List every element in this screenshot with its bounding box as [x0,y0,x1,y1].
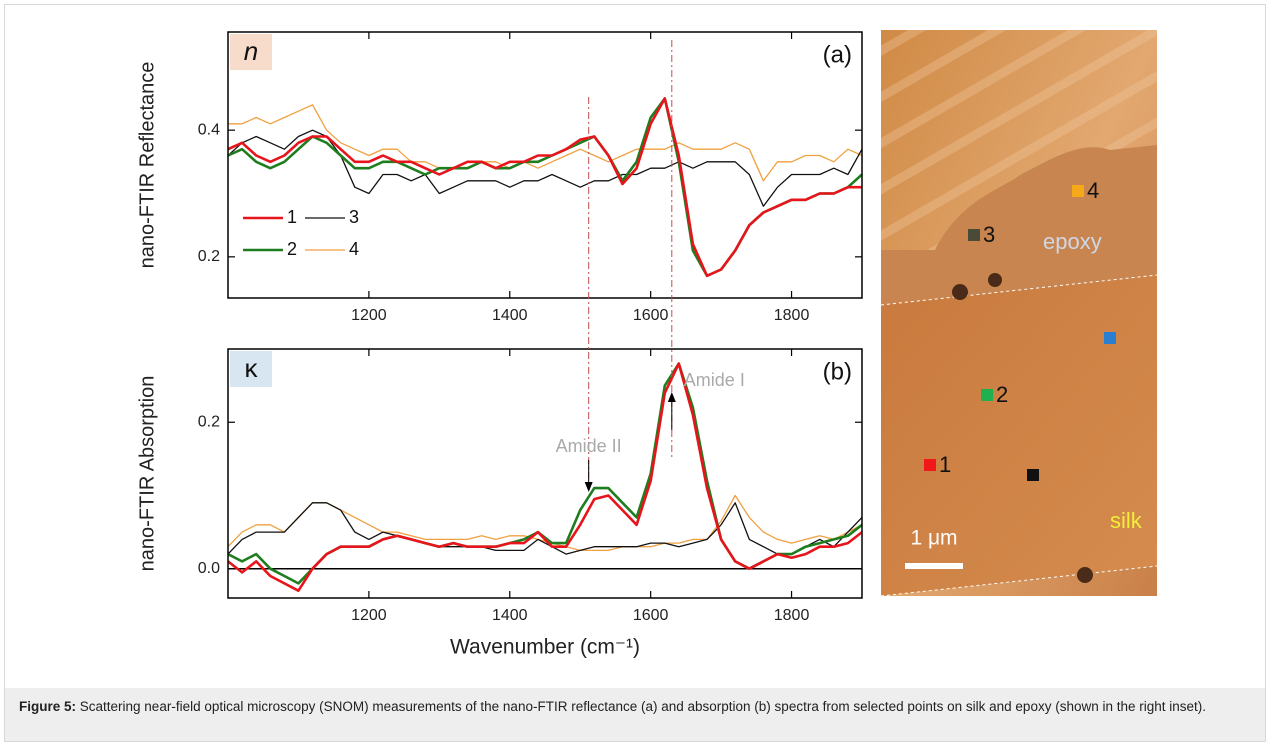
series-line [228,104,862,182]
point-label: 2 [996,382,1008,407]
arrow-head [584,482,593,492]
panel-label: (b) [823,358,852,385]
plot-frame [227,348,863,599]
series-line [228,129,862,207]
variable-label: κ [245,353,259,383]
boundary-line [880,274,1158,306]
plot-frame [227,31,863,299]
x-tick-label: 1600 [633,607,669,624]
marker-square [1072,185,1084,197]
marker-square [1104,332,1116,344]
x-tick-label: 1800 [774,607,810,624]
region-label: silk [1110,508,1143,533]
point-label: 3 [983,222,995,247]
figure-frame [4,4,1266,742]
x-tick-label: 1200 [351,307,387,324]
annotation: Amide I [684,370,745,390]
epoxy-region [881,145,1157,305]
x-axis-label: Wavenumber (cm⁻¹) [450,636,640,659]
series-line [228,97,862,278]
scale-bar-label: 1 μm [910,527,957,550]
series-line [228,494,862,552]
boundary-line [880,565,1158,597]
y-tick-label: 0.2 [198,248,220,265]
marker-square [1027,469,1039,481]
x-tick-label: 1400 [492,607,528,624]
silk-region [881,275,1157,596]
y-tick-label: 0.4 [198,121,220,138]
x-tick-label: 1400 [492,307,528,324]
variable-label-box [230,34,272,70]
variable-label-box [230,351,272,387]
particle [988,273,1002,287]
marker-square [924,459,936,471]
particle [1077,567,1093,583]
x-tick-label: 1800 [774,307,810,324]
variable-label: n [244,36,258,66]
y-axis-label: nano-FTIR Absorption [136,376,158,572]
caption-label: Figure 5: [19,699,77,714]
caption: Figure 5: Scattering near-field optical … [5,688,1265,741]
legend-label: 4 [349,239,359,259]
legend-label: 3 [349,207,359,227]
series-line [228,502,862,555]
figure: 4 3 2 1 epoxy silk 1 μm 1200 1400 1600 1800 0.2 0.4… [136,30,1158,659]
particle [952,284,968,300]
legend-label: 1 [287,207,297,227]
annotation: Amide II [556,436,622,456]
y-axis-label: nano-FTIR Reflectance [136,62,158,269]
arrow-head [667,392,676,402]
caption-text: Scattering near-field optical microscopy… [76,699,1207,714]
series-line [228,362,862,592]
legend-label: 2 [287,239,297,259]
point-label: 4 [1087,178,1099,203]
x-tick-label: 1200 [351,607,387,624]
microscopy-inset: 4 3 2 1 epoxy silk 1 μm [880,30,1158,597]
marker-square [968,229,980,241]
panel-label: (a) [823,41,852,68]
scale-bar [905,563,963,569]
y-tick-label: 0.2 [198,413,220,430]
marker-square [981,389,993,401]
series-line [228,362,862,585]
y-tick-label: 0.0 [198,560,220,577]
point-label: 1 [939,452,951,477]
region-label: epoxy [1043,229,1102,254]
x-tick-label: 1600 [633,307,669,324]
